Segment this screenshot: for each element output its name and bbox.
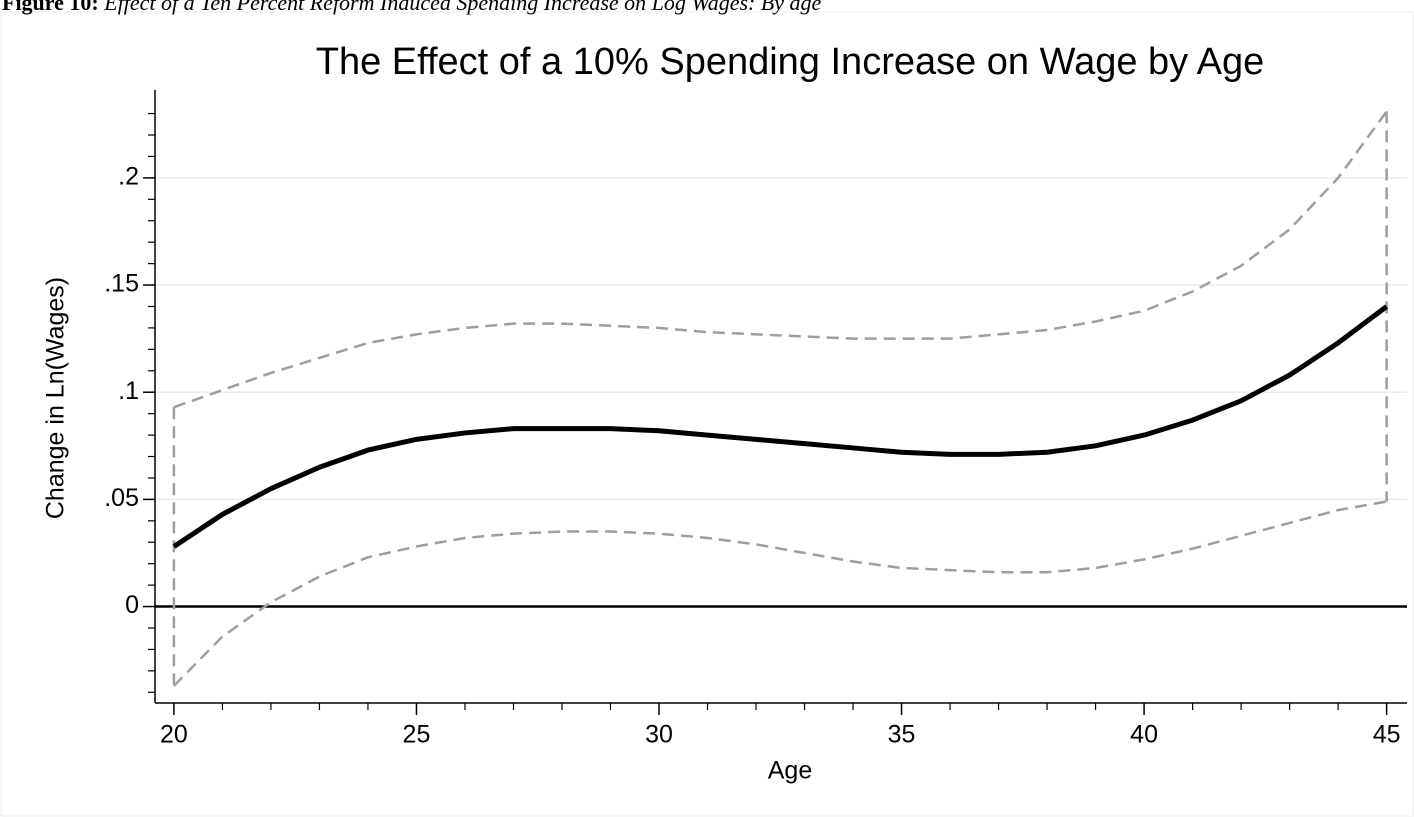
x-tick-label: 25: [403, 721, 431, 749]
caption: Figure 10: Effect of a Ten Percent Refor…: [2, 0, 821, 16]
caption-text: Effect of a Ten Percent Reform Induced S…: [104, 0, 822, 15]
x-tick-label: 40: [1130, 721, 1158, 749]
frame: [0, 11, 1414, 817]
y-tick-label: .1: [118, 377, 139, 405]
chart-title: The Effect of a 10% Spending Increase on…: [316, 41, 1265, 83]
caption-label: Figure 10:: [2, 0, 99, 15]
y-tick-label: .2: [118, 162, 139, 190]
x-axis-label: Age: [768, 757, 812, 785]
y-tick-label: .15: [104, 270, 139, 298]
ci-line: [173, 500, 1387, 687]
x-tick-label: 20: [160, 721, 188, 749]
estimate-line: [172, 304, 1389, 549]
x-tick-label: 45: [1373, 721, 1401, 749]
ci-line: [173, 110, 1388, 409]
x-tick-label: 35: [888, 721, 916, 749]
y-tick-label: .05: [104, 484, 139, 512]
y-axis-label: Change in Ln(Wages): [42, 277, 70, 519]
x-tick-label: 30: [645, 721, 673, 749]
y-tick-label: 0: [125, 591, 139, 619]
